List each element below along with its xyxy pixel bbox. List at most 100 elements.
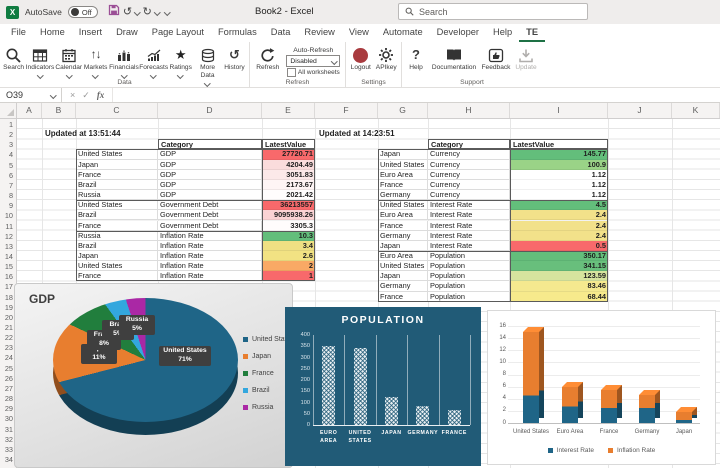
table-cell-country[interactable]: Japan <box>76 159 158 170</box>
table-cell-category[interactable]: Inflation Rate <box>158 250 262 262</box>
gdp-pie-chart[interactable]: GDP United States71%Japan11%Fran...8%Bra… <box>14 283 294 468</box>
autosave-toggle[interactable]: Off <box>67 6 98 18</box>
table-cell-category[interactable]: Currency <box>428 159 510 170</box>
table-cell-category[interactable]: Government Debt <box>158 200 262 211</box>
row-header-10[interactable]: 10 <box>4 211 13 221</box>
table-cell-value[interactable]: 1 <box>262 271 315 282</box>
table-cell-value[interactable]: 36213557 <box>262 200 315 211</box>
table-cell-category[interactable]: GDP <box>158 149 262 160</box>
tab-file[interactable]: File <box>11 27 26 37</box>
table-cell-country[interactable]: Russia <box>76 230 158 241</box>
rates-3d-bar-chart[interactable]: 0 2 4 6 8 10 12 14 16 United States Euro Area Franc… <box>487 310 716 465</box>
table-cell-category[interactable]: GDP <box>158 190 262 201</box>
forecasts-button[interactable]: Forecasts <box>139 44 168 79</box>
row-header-2[interactable]: 2 <box>8 130 13 140</box>
apikey-button[interactable]: APIkey <box>374 44 400 72</box>
formula-input[interactable] <box>112 88 720 102</box>
name-box[interactable]: O39 <box>0 88 62 102</box>
row-header-17[interactable]: 17 <box>4 282 13 292</box>
row-header-18[interactable]: 18 <box>4 292 13 302</box>
search-button[interactable]: Search <box>2 44 25 72</box>
ratings-button[interactable]: ★ Ratings <box>168 44 193 79</box>
tab-review[interactable]: Review <box>304 27 335 37</box>
table-cell-category[interactable]: Inflation Rate <box>158 240 262 251</box>
calendar-button[interactable]: Calendar <box>55 44 83 79</box>
tab-te[interactable]: TE <box>519 24 546 42</box>
table-cell-country[interactable]: France <box>378 291 428 302</box>
select-all-corner[interactable] <box>0 103 17 118</box>
table-cell-category[interactable]: Inflation Rate <box>158 230 262 241</box>
tab-data[interactable]: Data <box>270 27 291 37</box>
column-header-K[interactable]: K <box>672 103 720 118</box>
refresh-button[interactable]: Refresh <box>252 44 284 72</box>
table-cell-value[interactable]: 27720.71 <box>262 149 315 160</box>
logout-button[interactable]: Logout <box>348 44 374 72</box>
table-cell-value[interactable]: 9095938.26 <box>262 210 315 221</box>
table-cell-country[interactable]: United States <box>76 200 158 211</box>
table-cell-value[interactable]: 2.4 <box>510 230 608 241</box>
markets-button[interactable]: ↑↓ Markets <box>83 44 109 79</box>
table-cell-country[interactable]: Russia <box>76 190 158 201</box>
tab-page-layout[interactable]: Page Layout <box>151 27 204 37</box>
table-cell-category[interactable]: Currency <box>428 149 510 160</box>
table-cell-category[interactable]: GDP <box>158 159 262 170</box>
tab-home[interactable]: Home <box>39 27 65 37</box>
customize-qat-icon[interactable] <box>164 8 171 16</box>
tab-automate[interactable]: Automate <box>382 27 423 37</box>
table-cell-category[interactable]: Interest Rate <box>428 200 510 211</box>
column-header-F[interactable]: F <box>315 103 378 118</box>
table-cell-country[interactable]: United States <box>76 261 158 272</box>
row-header-32[interactable]: 32 <box>4 434 13 444</box>
row-header-4[interactable]: 4 <box>8 150 13 160</box>
table-cell-country[interactable]: Germany <box>378 190 428 201</box>
cancel-icon[interactable]: × <box>70 90 76 100</box>
column-header-E[interactable]: E <box>262 103 315 118</box>
tab-draw[interactable]: Draw <box>116 27 138 37</box>
row-header-8[interactable]: 8 <box>8 191 13 201</box>
table-cell-country[interactable]: United States <box>76 149 158 160</box>
table-cell-country[interactable]: United States <box>378 261 428 272</box>
tab-view[interactable]: View <box>348 27 369 37</box>
tab-help[interactable]: Help <box>493 27 513 37</box>
table-cell-country[interactable]: France <box>378 179 428 191</box>
table-cell-value[interactable]: 68.44 <box>510 291 608 302</box>
indicators-button[interactable]: Indicators <box>25 44 55 79</box>
row-header-31[interactable]: 31 <box>4 424 13 434</box>
row-header-25[interactable]: 25 <box>4 363 13 373</box>
more-data-button[interactable]: More Data <box>193 44 222 87</box>
column-header-H[interactable]: H <box>428 103 510 118</box>
help-button[interactable]: ? Help <box>404 44 428 72</box>
row-header-13[interactable]: 13 <box>4 241 13 251</box>
feedback-button[interactable]: Feedback <box>480 44 512 72</box>
undo-icon[interactable]: ↺ <box>122 5 133 18</box>
table-cell-country[interactable]: Japan <box>378 149 428 160</box>
tab-insert[interactable]: Insert <box>78 27 103 37</box>
row-header-12[interactable]: 12 <box>4 231 13 241</box>
table-cell-country[interactable]: France <box>76 169 158 180</box>
table-cell-value[interactable]: 1.12 <box>510 169 608 180</box>
tab-developer[interactable]: Developer <box>436 27 480 37</box>
table-cell-value[interactable]: 4204.49 <box>262 159 315 170</box>
row-header-7[interactable]: 7 <box>8 180 13 190</box>
row-header-21[interactable]: 21 <box>4 323 13 332</box>
save-icon[interactable] <box>108 3 120 21</box>
all-worksheets-checkbox[interactable] <box>286 68 296 77</box>
auto-refresh-dropdown[interactable]: Disabled <box>286 55 341 67</box>
table-cell-country[interactable]: France <box>76 220 158 231</box>
row-header-33[interactable]: 33 <box>4 444 13 454</box>
column-header-G[interactable]: G <box>378 103 428 118</box>
row-header-27[interactable]: 27 <box>4 383 13 393</box>
table-cell-category[interactable]: Population <box>428 250 510 262</box>
table-cell-category[interactable]: Population <box>428 271 510 282</box>
table-cell-value[interactable]: 3305.3 <box>262 220 315 231</box>
table-cell-category[interactable]: Population <box>428 281 510 292</box>
redo-icon[interactable]: ↻ <box>142 5 152 18</box>
insert-function-icon[interactable]: fx <box>96 90 105 100</box>
row-header-6[interactable]: 6 <box>8 170 13 180</box>
table-cell-category[interactable]: GDP <box>158 169 262 180</box>
table-cell-value[interactable]: 123.59 <box>510 271 608 282</box>
table-cell-value[interactable]: 10.3 <box>262 230 315 241</box>
column-header-I[interactable]: I <box>510 103 608 118</box>
row-header-3[interactable]: 3 <box>8 140 13 150</box>
row-header-34[interactable]: 34 <box>4 454 13 464</box>
